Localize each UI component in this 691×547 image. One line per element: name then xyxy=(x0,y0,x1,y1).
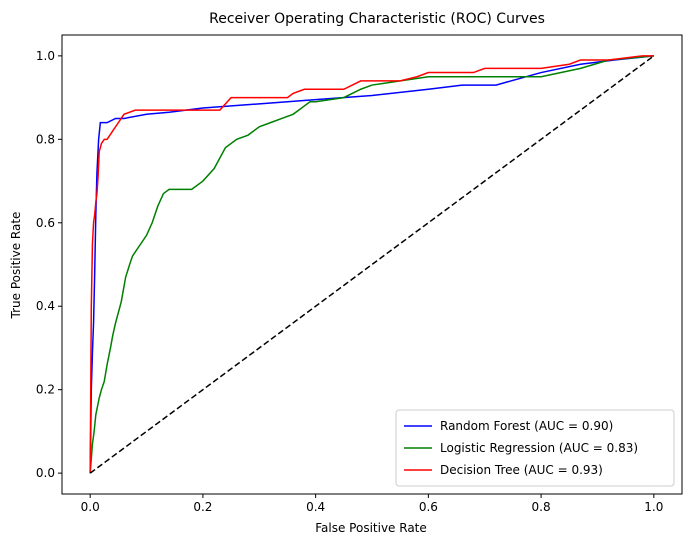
y-axis-label: True Positive Rate xyxy=(9,212,23,320)
y-tick-label: 0.0 xyxy=(36,466,55,480)
series-line-0 xyxy=(89,55,654,474)
series-line-1 xyxy=(89,55,654,474)
legend-label: Decision Tree (AUC = 0.93) xyxy=(440,463,603,477)
x-tick-label: 1.0 xyxy=(644,500,663,514)
chart-title: Receiver Operating Characteristic (ROC) … xyxy=(209,11,545,27)
x-tick-label: 0.8 xyxy=(532,500,551,514)
legend-label: Logistic Regression (AUC = 0.83) xyxy=(440,441,638,455)
y-tick-label: 0.2 xyxy=(36,383,55,397)
x-tick-label: 0.0 xyxy=(81,500,100,514)
legend: Random Forest (AUC = 0.90) Logistic Regre… xyxy=(395,409,675,487)
y-tick-label: 1.0 xyxy=(36,49,55,63)
y-tick-label: 0.4 xyxy=(36,299,55,313)
y-tick-label: 0.8 xyxy=(36,132,55,146)
x-tick-label: 0.2 xyxy=(193,500,212,514)
x-tick-label: 0.4 xyxy=(306,500,325,514)
legend-label: Random Forest (AUC = 0.90) xyxy=(440,419,613,433)
x-tick-label: 0.6 xyxy=(419,500,438,514)
plot-frame xyxy=(61,34,683,495)
y-tick-label: 0.6 xyxy=(36,216,55,230)
legend-box xyxy=(395,409,675,487)
x-axis-label: False Positive Rate xyxy=(315,521,427,535)
series-line-2 xyxy=(89,55,654,474)
